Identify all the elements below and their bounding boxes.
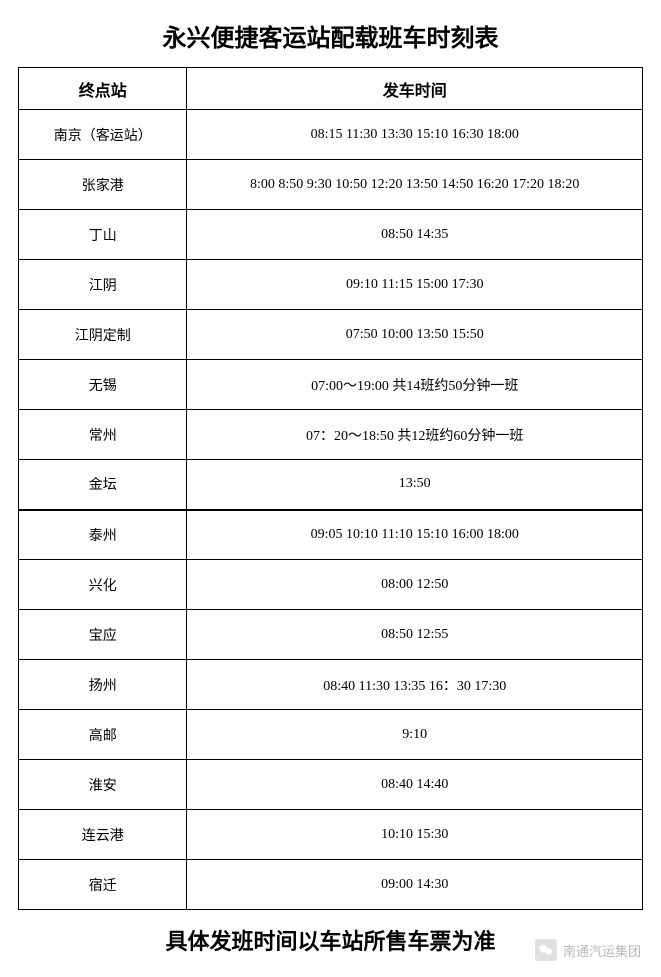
cell-departure: 10:10 15:30 bbox=[187, 810, 643, 860]
cell-departure: 08:40 11:30 13:35 16：30 17:30 bbox=[187, 660, 643, 710]
header-destination: 终点站 bbox=[19, 68, 187, 110]
watermark-text: 南通汽运集团 bbox=[563, 941, 641, 960]
table-row: 江阴09:10 11:15 15:00 17:30 bbox=[19, 260, 643, 310]
cell-departure: 9:10 bbox=[187, 710, 643, 760]
table-row: 扬州08:40 11:30 13:35 16：30 17:30 bbox=[19, 660, 643, 710]
cell-departure: 07:00～19:00 共14班约50分钟一班 bbox=[187, 360, 643, 410]
cell-destination: 无锡 bbox=[19, 360, 187, 410]
table-row: 高邮9:10 bbox=[19, 710, 643, 760]
cell-destination: 兴化 bbox=[19, 560, 187, 610]
cell-departure: 08:40 14:40 bbox=[187, 760, 643, 810]
cell-departure: 09:05 10:10 11:10 15:10 16:00 18:00 bbox=[187, 510, 643, 560]
cell-destination: 江阴定制 bbox=[19, 310, 187, 360]
cell-departure: 08:50 12:55 bbox=[187, 610, 643, 660]
cell-destination: 泰州 bbox=[19, 510, 187, 560]
table-row: 丁山08:50 14:35 bbox=[19, 210, 643, 260]
table-row: 淮安08:40 14:40 bbox=[19, 760, 643, 810]
table-body-top: 南京（客运站）08:15 11:30 13:30 15:10 16:30 18:… bbox=[19, 110, 643, 510]
table-row: 连云港10:10 15:30 bbox=[19, 810, 643, 860]
wechat-icon bbox=[535, 939, 557, 961]
cell-departure: 13:50 bbox=[187, 460, 643, 510]
table-row: 泰州09:05 10:10 11:10 15:10 16:00 18:00 bbox=[19, 510, 643, 560]
cell-departure: 08:50 14:35 bbox=[187, 210, 643, 260]
schedule-table: 终点站 发车时间 南京（客运站）08:15 11:30 13:30 15:10 … bbox=[18, 67, 643, 910]
cell-departure: 08:00 12:50 bbox=[187, 560, 643, 610]
table-body-bottom: 泰州09:05 10:10 11:10 15:10 16:00 18:00兴化0… bbox=[19, 510, 643, 910]
table-row: 无锡07:00～19:00 共14班约50分钟一班 bbox=[19, 360, 643, 410]
header-departure: 发车时间 bbox=[187, 68, 643, 110]
table-row: 江阴定制07:50 10:00 13:50 15:50 bbox=[19, 310, 643, 360]
cell-destination: 丁山 bbox=[19, 210, 187, 260]
table-row: 金坛13:50 bbox=[19, 460, 643, 510]
cell-destination: 张家港 bbox=[19, 160, 187, 210]
cell-destination: 南京（客运站） bbox=[19, 110, 187, 160]
cell-departure: 07：20～18:50 共12班约60分钟一班 bbox=[187, 410, 643, 460]
table-row: 南京（客运站）08:15 11:30 13:30 15:10 16:30 18:… bbox=[19, 110, 643, 160]
cell-destination: 高邮 bbox=[19, 710, 187, 760]
table-row: 常州07：20～18:50 共12班约60分钟一班 bbox=[19, 410, 643, 460]
cell-departure: 09:00 14:30 bbox=[187, 860, 643, 910]
cell-departure: 09:10 11:15 15:00 17:30 bbox=[187, 260, 643, 310]
cell-destination: 江阴 bbox=[19, 260, 187, 310]
cell-destination: 淮安 bbox=[19, 760, 187, 810]
cell-destination: 宿迁 bbox=[19, 860, 187, 910]
cell-destination: 扬州 bbox=[19, 660, 187, 710]
table-row: 宿迁09:00 14:30 bbox=[19, 860, 643, 910]
cell-departure: 08:15 11:30 13:30 15:10 16:30 18:00 bbox=[187, 110, 643, 160]
table-row: 兴化08:00 12:50 bbox=[19, 560, 643, 610]
page-title: 永兴便捷客运站配载班车时刻表 bbox=[18, 10, 643, 67]
cell-departure: 8:00 8:50 9:30 10:50 12:20 13:50 14:50 1… bbox=[187, 160, 643, 210]
cell-destination: 宝应 bbox=[19, 610, 187, 660]
table-header-row: 终点站 发车时间 bbox=[19, 68, 643, 110]
cell-destination: 常州 bbox=[19, 410, 187, 460]
watermark: 南通汽运集团 bbox=[535, 939, 641, 961]
table-row: 宝应08:50 12:55 bbox=[19, 610, 643, 660]
cell-destination: 金坛 bbox=[19, 460, 187, 510]
table-row: 张家港8:00 8:50 9:30 10:50 12:20 13:50 14:5… bbox=[19, 160, 643, 210]
cell-departure: 07:50 10:00 13:50 15:50 bbox=[187, 310, 643, 360]
cell-destination: 连云港 bbox=[19, 810, 187, 860]
